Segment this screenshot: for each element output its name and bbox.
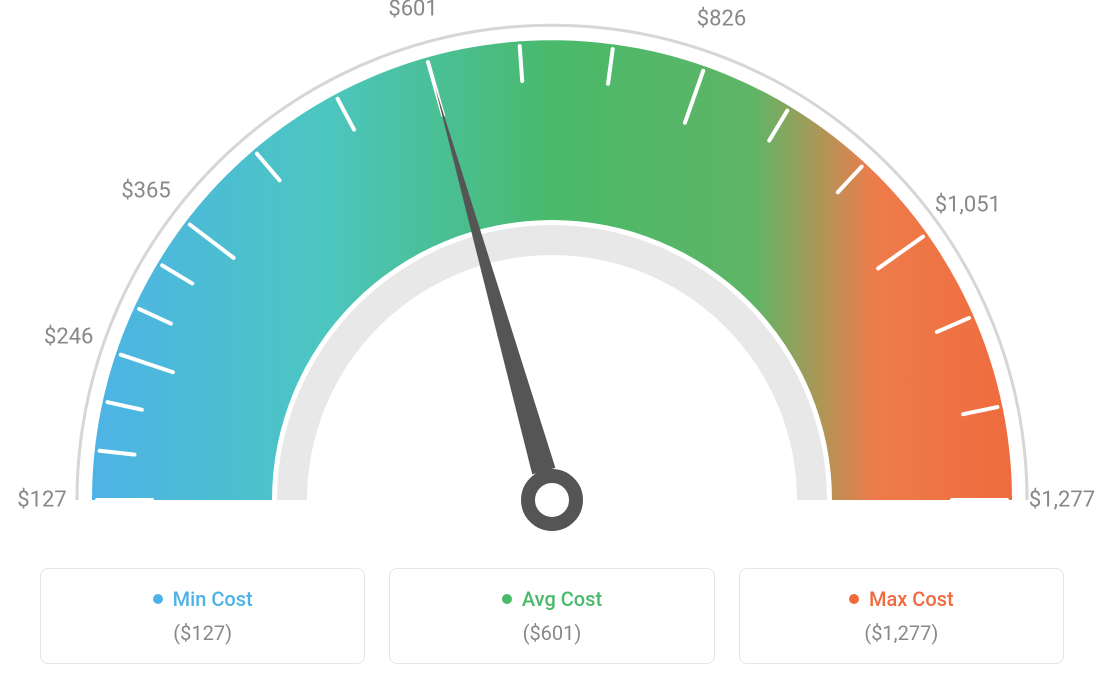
card-max-cost: Max Cost ($1,277) [739, 568, 1064, 664]
card-title-row: Max Cost [849, 587, 954, 611]
card-title-row: Min Cost [153, 587, 253, 611]
gauge-tick-label: $1,277 [1029, 488, 1095, 513]
gauge-tick-label: $365 [121, 179, 170, 204]
gauge-tick-label: $826 [697, 6, 746, 31]
gauge-tick-label: $1,051 [935, 192, 1001, 217]
card-title: Avg Cost [522, 587, 602, 611]
card-title: Min Cost [173, 587, 253, 611]
card-avg-cost: Avg Cost ($601) [389, 568, 714, 664]
dot-icon [502, 594, 512, 604]
gauge-tick-label: $127 [17, 488, 66, 513]
dot-icon [153, 594, 163, 604]
gauge-svg [0, 0, 1104, 560]
gauge-tick-label: $246 [44, 325, 93, 350]
gauge-chart: $127 $246 $365 $601 $826 $1,051 $1,277 [0, 0, 1104, 560]
card-title: Max Cost [869, 587, 954, 611]
card-title-row: Avg Cost [502, 587, 602, 611]
gauge-tick-label: $601 [388, 0, 437, 22]
card-min-cost: Min Cost ($127) [40, 568, 365, 664]
dot-icon [849, 594, 859, 604]
card-value: ($127) [51, 621, 354, 645]
legend-cards: Min Cost ($127) Avg Cost ($601) Max Cost… [0, 568, 1104, 664]
card-value: ($1,277) [750, 621, 1053, 645]
card-value: ($601) [400, 621, 703, 645]
